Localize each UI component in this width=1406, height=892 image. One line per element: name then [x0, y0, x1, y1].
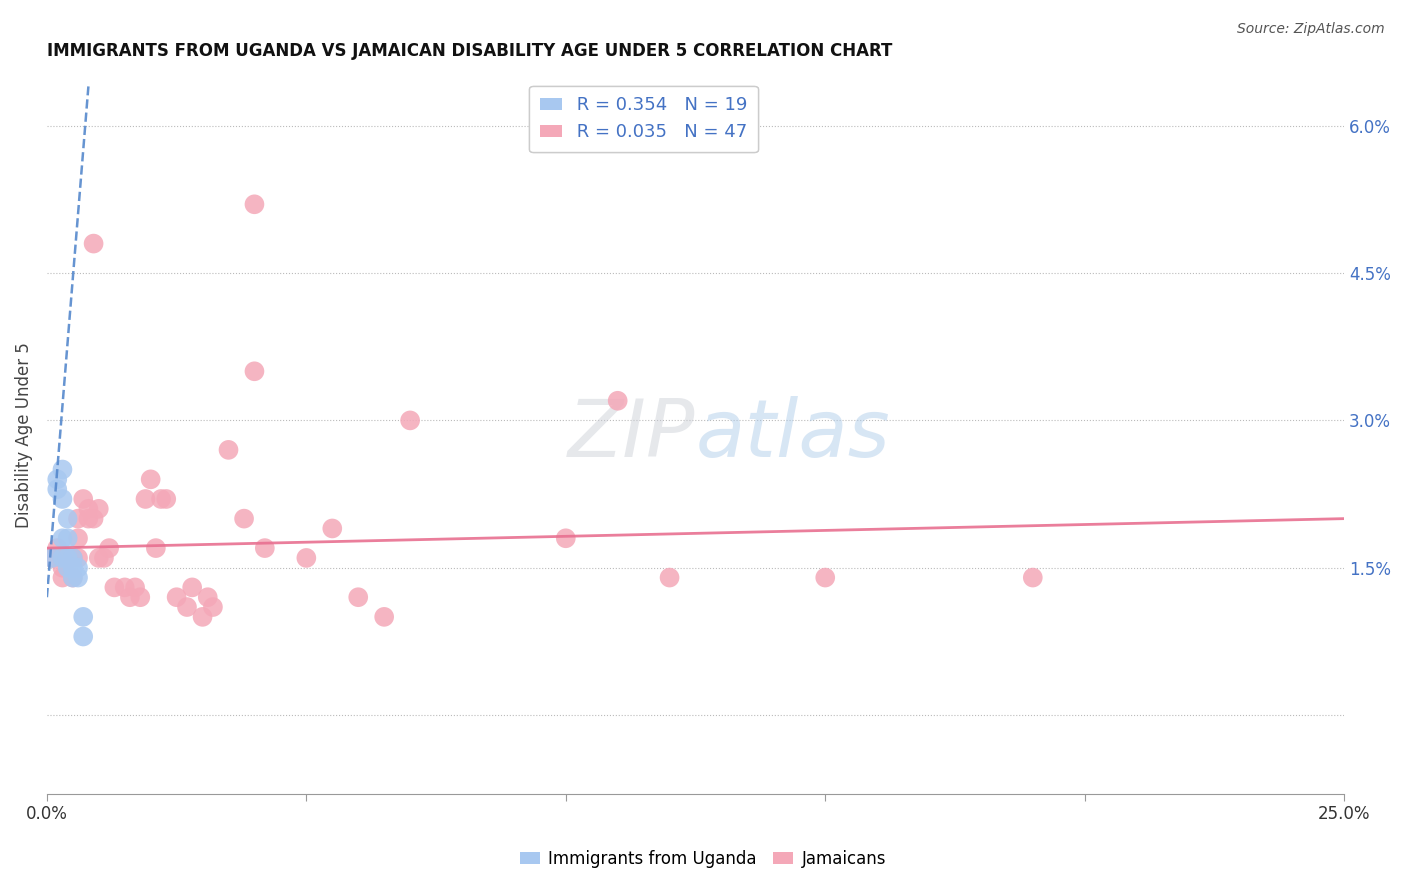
- Point: [181, 581, 204, 595]
- Point: [46, 472, 69, 486]
- Point: [233, 511, 256, 525]
- Point: [554, 531, 576, 545]
- Point: [51, 491, 73, 506]
- Point: [51, 550, 73, 565]
- Point: [51, 462, 73, 476]
- Point: [46, 541, 69, 555]
- Text: IMMIGRANTS FROM UGANDA VS JAMAICAN DISABILITY AGE UNDER 5 CORRELATION CHART: IMMIGRANTS FROM UGANDA VS JAMAICAN DISAB…: [46, 42, 893, 60]
- Point: [62, 550, 84, 565]
- Point: [66, 560, 89, 574]
- Point: [150, 491, 173, 506]
- Point: [66, 550, 89, 565]
- Y-axis label: Disability Age Under 5: Disability Age Under 5: [15, 343, 32, 528]
- Point: [83, 511, 105, 525]
- Point: [56, 511, 79, 525]
- Point: [176, 600, 198, 615]
- Point: [56, 560, 79, 574]
- Point: [373, 610, 395, 624]
- Point: [606, 393, 628, 408]
- Point: [87, 550, 110, 565]
- Point: [145, 541, 167, 555]
- Point: [51, 570, 73, 584]
- Point: [197, 591, 219, 605]
- Point: [201, 600, 224, 615]
- Point: [814, 570, 837, 584]
- Point: [51, 550, 73, 565]
- Point: [658, 570, 681, 584]
- Point: [51, 531, 73, 545]
- Point: [253, 541, 276, 555]
- Text: Source: ZipAtlas.com: Source: ZipAtlas.com: [1237, 22, 1385, 37]
- Point: [62, 570, 84, 584]
- Point: [124, 581, 146, 595]
- Point: [41, 550, 63, 565]
- Point: [83, 236, 105, 251]
- Point: [103, 581, 125, 595]
- Point: [243, 197, 266, 211]
- Point: [243, 364, 266, 378]
- Point: [66, 570, 89, 584]
- Point: [118, 591, 141, 605]
- Point: [155, 491, 177, 506]
- Point: [77, 511, 100, 525]
- Point: [139, 472, 162, 486]
- Point: [347, 591, 370, 605]
- Point: [77, 501, 100, 516]
- Point: [134, 491, 156, 506]
- Point: [87, 501, 110, 516]
- Point: [66, 511, 89, 525]
- Point: [98, 541, 121, 555]
- Point: [56, 550, 79, 565]
- Point: [56, 550, 79, 565]
- Point: [72, 630, 94, 644]
- Point: [56, 531, 79, 545]
- Point: [72, 610, 94, 624]
- Text: ZIP: ZIP: [568, 396, 696, 475]
- Point: [218, 442, 240, 457]
- Point: [62, 550, 84, 565]
- Point: [72, 491, 94, 506]
- Point: [1022, 570, 1045, 584]
- Legend: Immigrants from Uganda, Jamaicans: Immigrants from Uganda, Jamaicans: [513, 844, 893, 875]
- Point: [191, 610, 214, 624]
- Point: [399, 413, 422, 427]
- Point: [41, 550, 63, 565]
- Point: [66, 531, 89, 545]
- Point: [46, 482, 69, 496]
- Point: [62, 570, 84, 584]
- Text: atlas: atlas: [696, 396, 890, 475]
- Point: [62, 560, 84, 574]
- Point: [62, 560, 84, 574]
- Point: [295, 550, 318, 565]
- Point: [93, 550, 115, 565]
- Point: [129, 591, 152, 605]
- Point: [321, 521, 343, 535]
- Legend:  R = 0.354   N = 19,  R = 0.035   N = 47: R = 0.354 N = 19, R = 0.035 N = 47: [529, 86, 758, 153]
- Point: [114, 581, 136, 595]
- Point: [51, 560, 73, 574]
- Point: [166, 591, 188, 605]
